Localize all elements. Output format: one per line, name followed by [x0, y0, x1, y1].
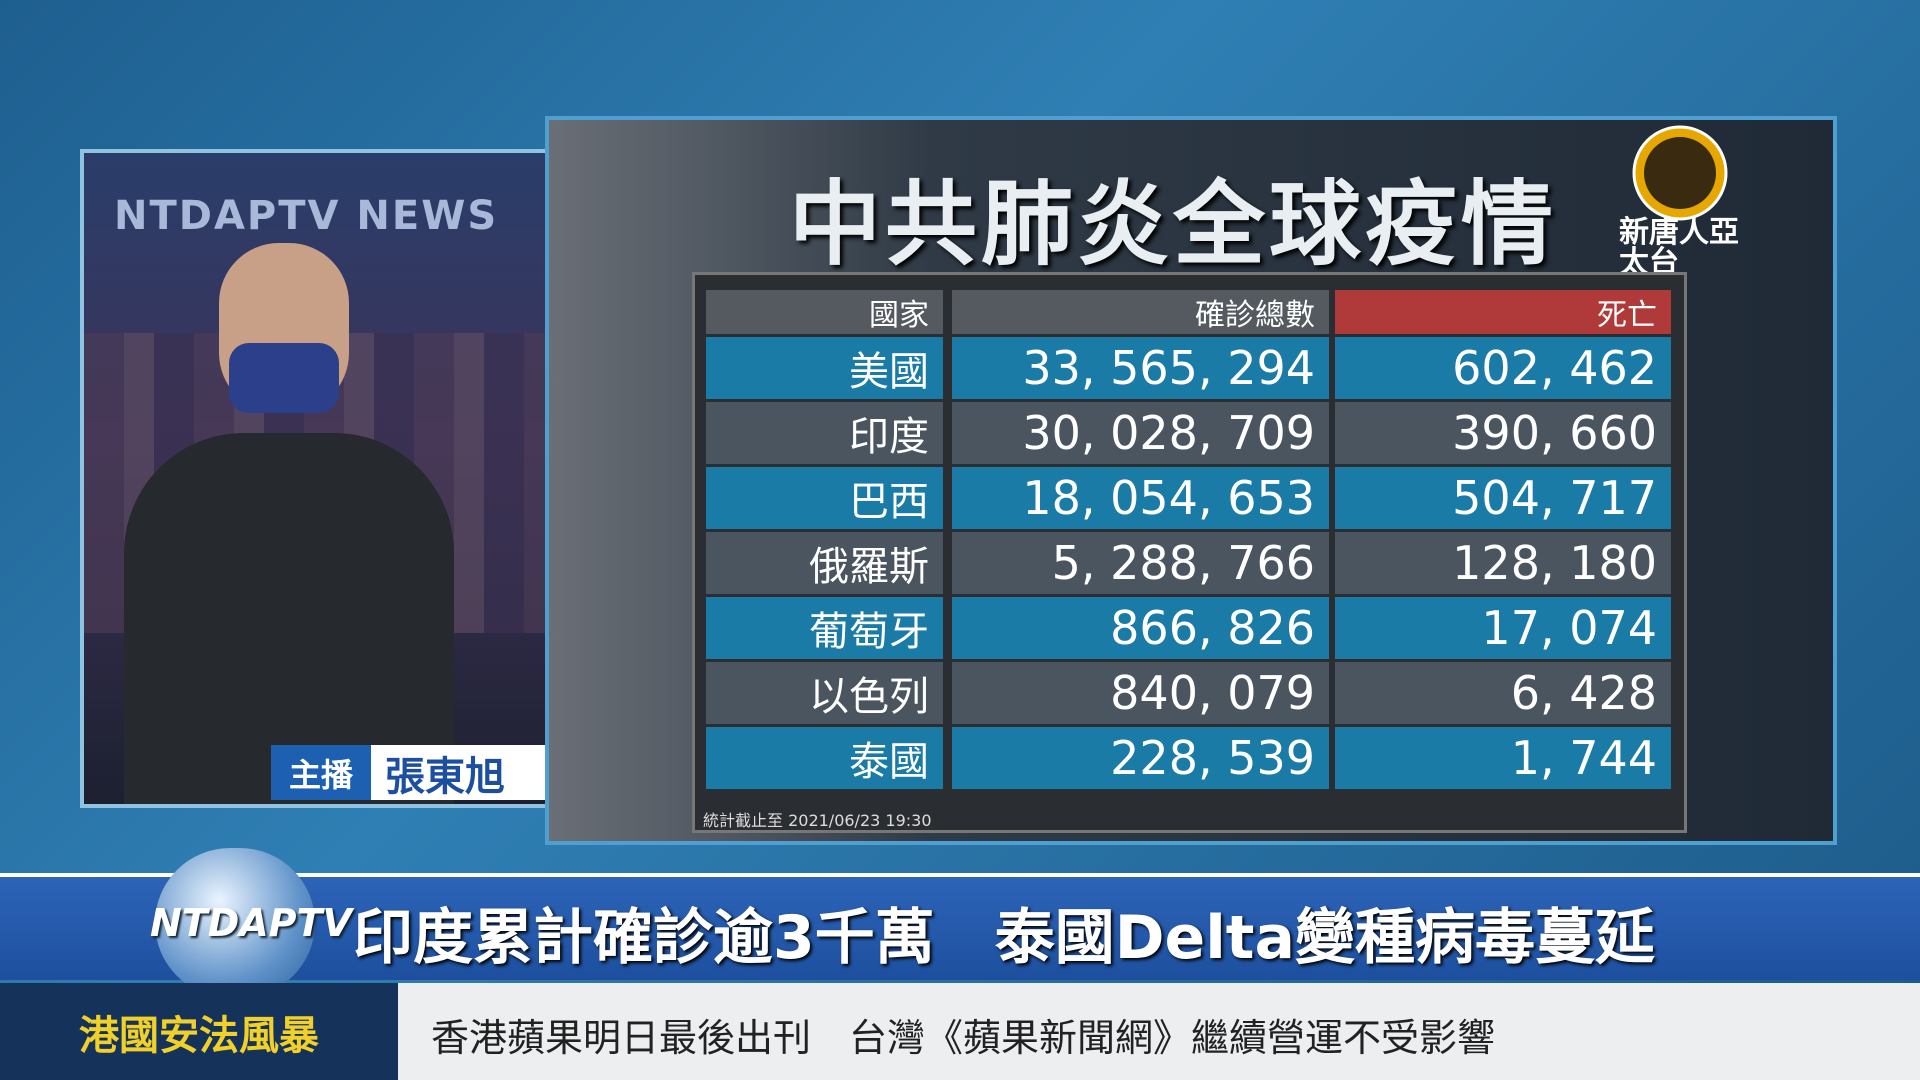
anchor-video: NTDAPTV NEWS 主播 張東旭	[80, 149, 566, 808]
country-cell: 巴西	[706, 467, 943, 529]
table-cell: 17, 074	[1335, 597, 1671, 659]
table-cell: 6, 428	[1335, 662, 1671, 724]
channel-logo-globe	[155, 848, 315, 998]
name-tag: 主播 張東旭	[271, 745, 562, 800]
table-header: 確診總數	[952, 290, 1329, 334]
ticker-text: 香港蘋果明日最後出刊 台灣《蘋果新聞網》繼續營運不受影響	[431, 1016, 1496, 1060]
anchor-name: 張東旭	[385, 753, 505, 800]
table-cell: 30, 028, 709	[952, 402, 1329, 464]
headline: 印度累計確診逾3千萬 泰國Delta變種病毒蔓延	[353, 903, 1655, 973]
data-table: 統計截止至 2021/06/23 19:30 國家 確診總數 死亡美國 33, 565…	[692, 272, 1687, 833]
anchor-mask	[229, 343, 339, 413]
country-cell: 美國	[706, 337, 943, 399]
anchor-role: 主播	[271, 745, 371, 800]
table-footnote: 統計截止至 2021/06/23 19:30	[703, 811, 932, 830]
anchor-body	[124, 433, 454, 804]
table-cell: 866, 826	[952, 597, 1329, 659]
country-cell: 俄羅斯	[706, 532, 943, 594]
table-cell: 390, 660	[1335, 402, 1671, 464]
country-cell: 印度	[706, 402, 943, 464]
table-cell: 18, 054, 653	[952, 467, 1329, 529]
table-header: 死亡	[1335, 290, 1671, 334]
table-cell: 602, 462	[1335, 337, 1671, 399]
headline-bar: NTDAPTV 印度累計確診逾3千萬 泰國Delta變種病毒蔓延	[0, 848, 1920, 998]
channel-logo: NTDAPTV	[150, 901, 352, 945]
table-cell: 228, 539	[952, 727, 1329, 789]
table-cell: 840, 079	[952, 662, 1329, 724]
country-cell: 以色列	[706, 662, 943, 724]
table-header: 國家	[706, 290, 943, 334]
table-cell: 5, 288, 766	[952, 532, 1329, 594]
station-logo: 新唐人亞太台	[1619, 215, 1739, 280]
table-cell: 128, 180	[1335, 532, 1671, 594]
table-cell: 1, 744	[1335, 727, 1671, 789]
country-cell: 泰國	[706, 727, 943, 789]
panel-title: 中共肺炎全球疫情	[789, 171, 1558, 278]
station-logo-icon	[1632, 125, 1728, 221]
table-cell: 504, 717	[1335, 467, 1671, 529]
backdrop-text: NTDAPTV NEWS	[114, 193, 499, 239]
ticker-label: 港國安法風暴	[0, 983, 398, 1080]
country-cell: 葡萄牙	[706, 597, 943, 659]
table-cell: 33, 565, 294	[952, 337, 1329, 399]
ticker-bar: 港國安法風暴 香港蘋果明日最後出刊 台灣《蘋果新聞網》繼續營運不受影響	[0, 983, 1920, 1080]
